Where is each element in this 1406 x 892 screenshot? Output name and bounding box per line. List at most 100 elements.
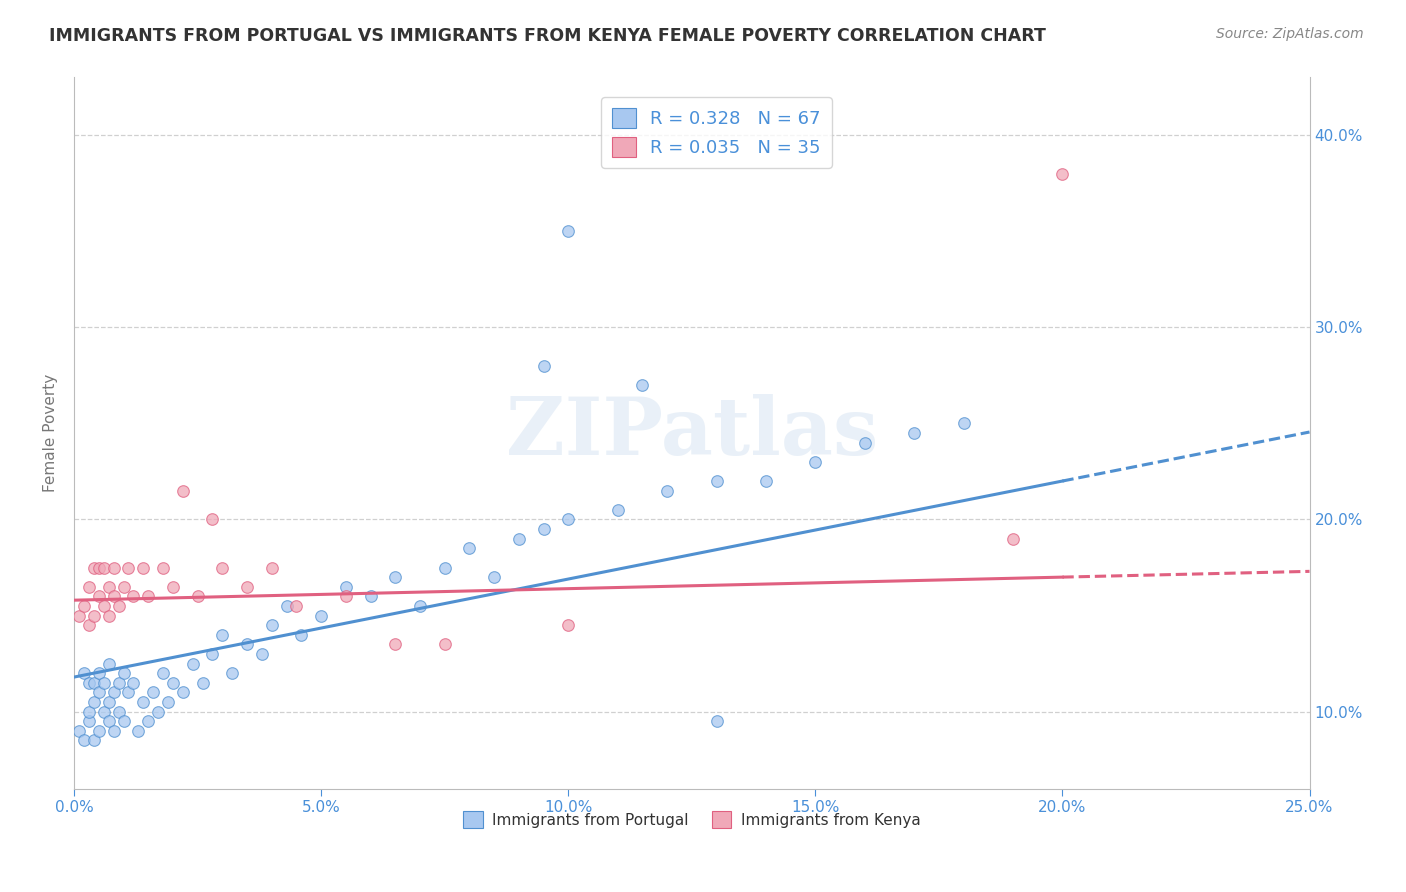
Text: IMMIGRANTS FROM PORTUGAL VS IMMIGRANTS FROM KENYA FEMALE POVERTY CORRELATION CHA: IMMIGRANTS FROM PORTUGAL VS IMMIGRANTS F… bbox=[49, 27, 1046, 45]
Point bbox=[97, 608, 120, 623]
Point bbox=[136, 714, 159, 729]
Point bbox=[103, 560, 125, 574]
Point bbox=[117, 560, 139, 574]
Point bbox=[557, 618, 579, 632]
Point bbox=[156, 695, 179, 709]
Point bbox=[103, 723, 125, 738]
Point bbox=[221, 666, 243, 681]
Point bbox=[335, 580, 357, 594]
Point bbox=[83, 608, 105, 623]
Point bbox=[93, 560, 115, 574]
Point bbox=[172, 685, 194, 699]
Point bbox=[508, 532, 530, 546]
Point bbox=[83, 560, 105, 574]
Point bbox=[606, 503, 628, 517]
Point bbox=[87, 666, 110, 681]
Point bbox=[1052, 167, 1074, 181]
Point bbox=[804, 455, 827, 469]
Point bbox=[152, 666, 174, 681]
Point bbox=[236, 637, 259, 651]
Point bbox=[706, 714, 728, 729]
Point bbox=[853, 435, 876, 450]
Point bbox=[122, 675, 145, 690]
Point bbox=[83, 733, 105, 747]
Point bbox=[117, 685, 139, 699]
Point bbox=[146, 705, 169, 719]
Point bbox=[1001, 532, 1024, 546]
Point bbox=[384, 570, 406, 584]
Point bbox=[250, 647, 273, 661]
Point bbox=[112, 666, 135, 681]
Point bbox=[533, 522, 555, 536]
Point bbox=[172, 483, 194, 498]
Point bbox=[97, 657, 120, 671]
Point bbox=[201, 512, 224, 526]
Point bbox=[260, 560, 283, 574]
Point bbox=[122, 590, 145, 604]
Point bbox=[97, 580, 120, 594]
Point bbox=[77, 618, 100, 632]
Point bbox=[97, 714, 120, 729]
Point bbox=[93, 599, 115, 613]
Text: ZIPatlas: ZIPatlas bbox=[506, 394, 877, 472]
Point bbox=[73, 733, 96, 747]
Text: Source: ZipAtlas.com: Source: ZipAtlas.com bbox=[1216, 27, 1364, 41]
Point bbox=[952, 417, 974, 431]
Point bbox=[533, 359, 555, 373]
Point bbox=[211, 628, 233, 642]
Point bbox=[433, 637, 456, 651]
Point bbox=[903, 425, 925, 440]
Point bbox=[152, 560, 174, 574]
Point bbox=[142, 685, 165, 699]
Point bbox=[112, 714, 135, 729]
Point bbox=[557, 512, 579, 526]
Point bbox=[458, 541, 481, 556]
Point bbox=[631, 378, 654, 392]
Point bbox=[87, 685, 110, 699]
Point bbox=[73, 599, 96, 613]
Point bbox=[87, 590, 110, 604]
Point bbox=[127, 723, 149, 738]
Point bbox=[260, 618, 283, 632]
Point bbox=[87, 723, 110, 738]
Point bbox=[384, 637, 406, 651]
Point bbox=[191, 675, 214, 690]
Point bbox=[360, 590, 382, 604]
Point bbox=[236, 580, 259, 594]
Point bbox=[706, 474, 728, 488]
Point bbox=[276, 599, 298, 613]
Point bbox=[755, 474, 778, 488]
Y-axis label: Female Poverty: Female Poverty bbox=[44, 374, 58, 492]
Point bbox=[93, 705, 115, 719]
Point bbox=[335, 590, 357, 604]
Point bbox=[107, 705, 129, 719]
Legend: Immigrants from Portugal, Immigrants from Kenya: Immigrants from Portugal, Immigrants fro… bbox=[457, 805, 927, 834]
Point bbox=[132, 560, 155, 574]
Point bbox=[107, 675, 129, 690]
Point bbox=[107, 599, 129, 613]
Point bbox=[83, 675, 105, 690]
Point bbox=[409, 599, 432, 613]
Point bbox=[103, 685, 125, 699]
Point bbox=[201, 647, 224, 661]
Point bbox=[132, 695, 155, 709]
Point bbox=[557, 224, 579, 238]
Point bbox=[187, 590, 209, 604]
Point bbox=[433, 560, 456, 574]
Point bbox=[112, 580, 135, 594]
Point bbox=[77, 714, 100, 729]
Point bbox=[181, 657, 204, 671]
Point bbox=[93, 675, 115, 690]
Point bbox=[162, 580, 184, 594]
Point bbox=[77, 675, 100, 690]
Point bbox=[103, 590, 125, 604]
Point bbox=[309, 608, 332, 623]
Point bbox=[83, 695, 105, 709]
Point bbox=[162, 675, 184, 690]
Point bbox=[211, 560, 233, 574]
Point bbox=[655, 483, 678, 498]
Point bbox=[97, 695, 120, 709]
Point bbox=[67, 723, 90, 738]
Point bbox=[136, 590, 159, 604]
Point bbox=[77, 705, 100, 719]
